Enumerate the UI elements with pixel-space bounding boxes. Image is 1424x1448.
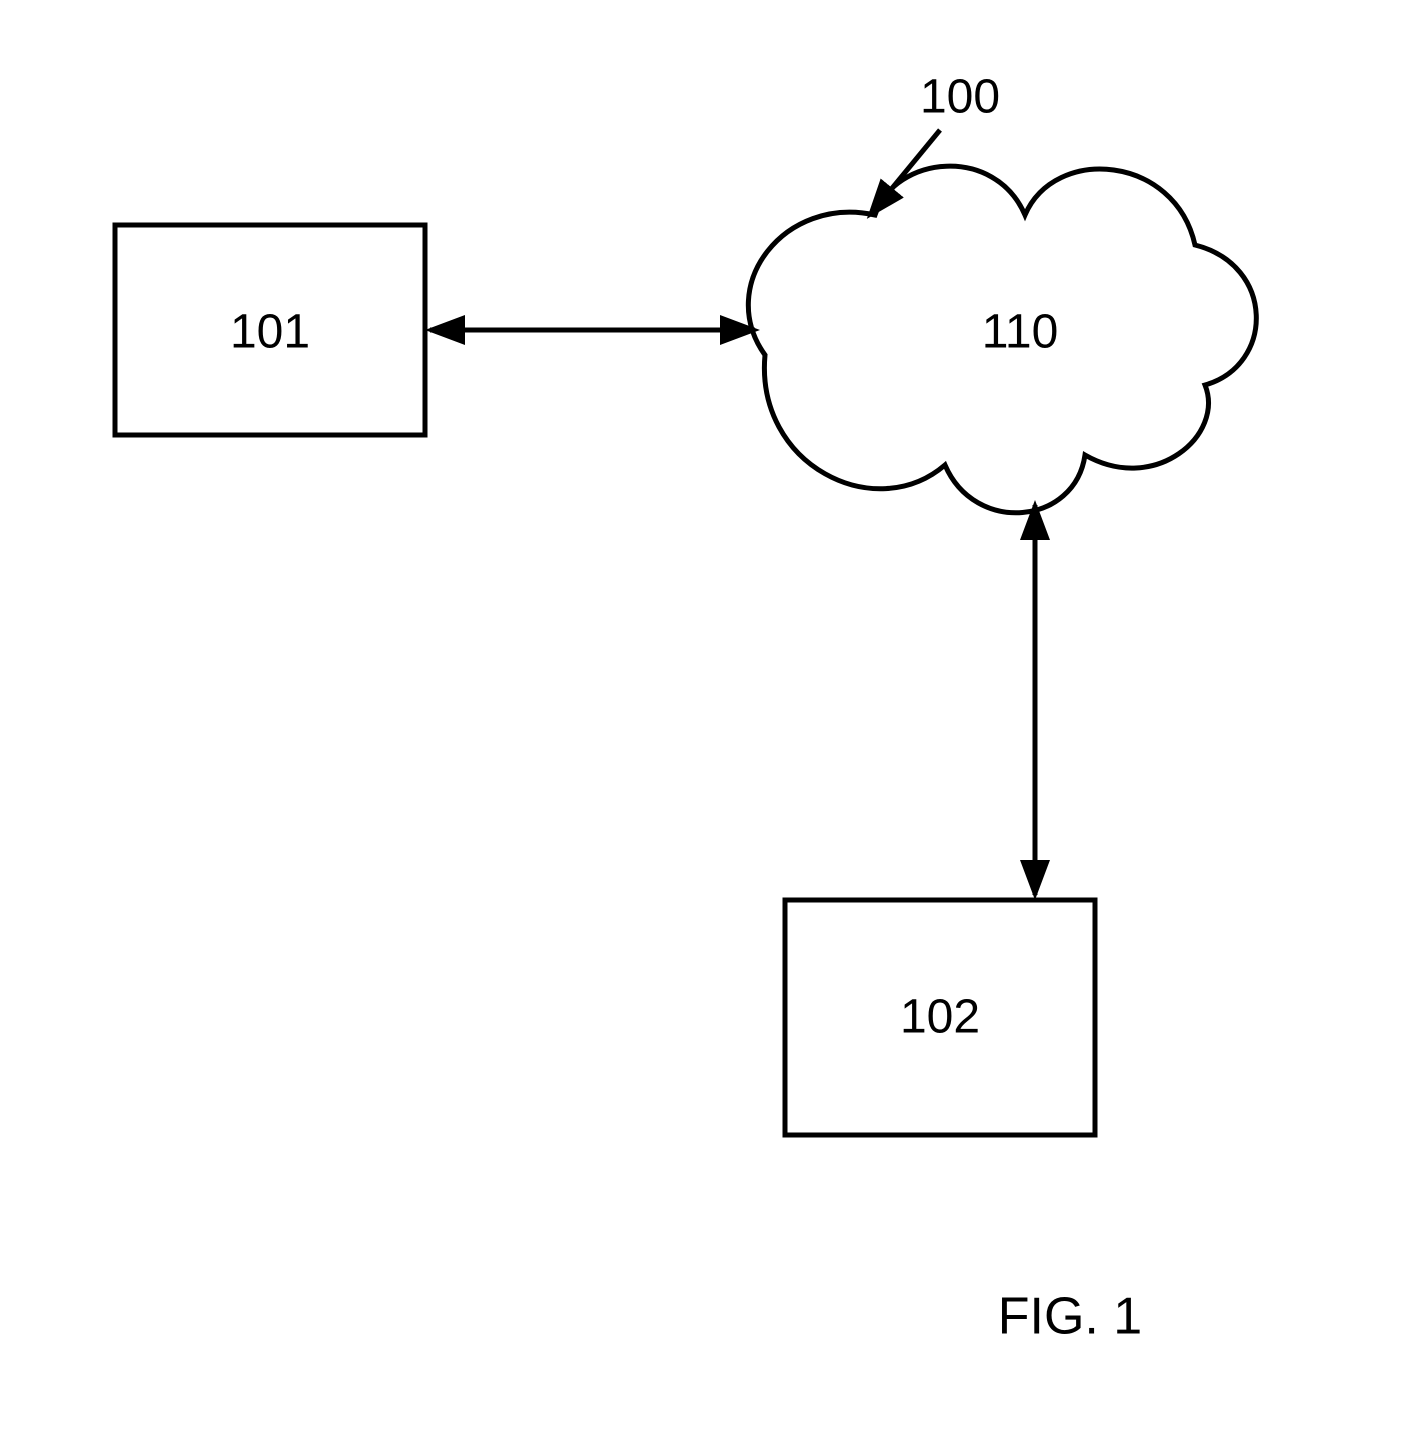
figure-svg: 101 102 110 100 FIG. 1 xyxy=(0,0,1424,1448)
system-pointer xyxy=(870,130,940,215)
node-label-101: 101 xyxy=(230,306,310,359)
node-box-102: 102 xyxy=(785,900,1095,1135)
node-label-110: 110 xyxy=(982,306,1059,359)
node-label-102: 102 xyxy=(900,991,980,1044)
node-box-101: 101 xyxy=(115,225,425,435)
system-label: 100 xyxy=(920,71,1000,124)
figure-caption: FIG. 1 xyxy=(998,1288,1142,1346)
node-cloud-110: 110 xyxy=(748,166,1256,513)
